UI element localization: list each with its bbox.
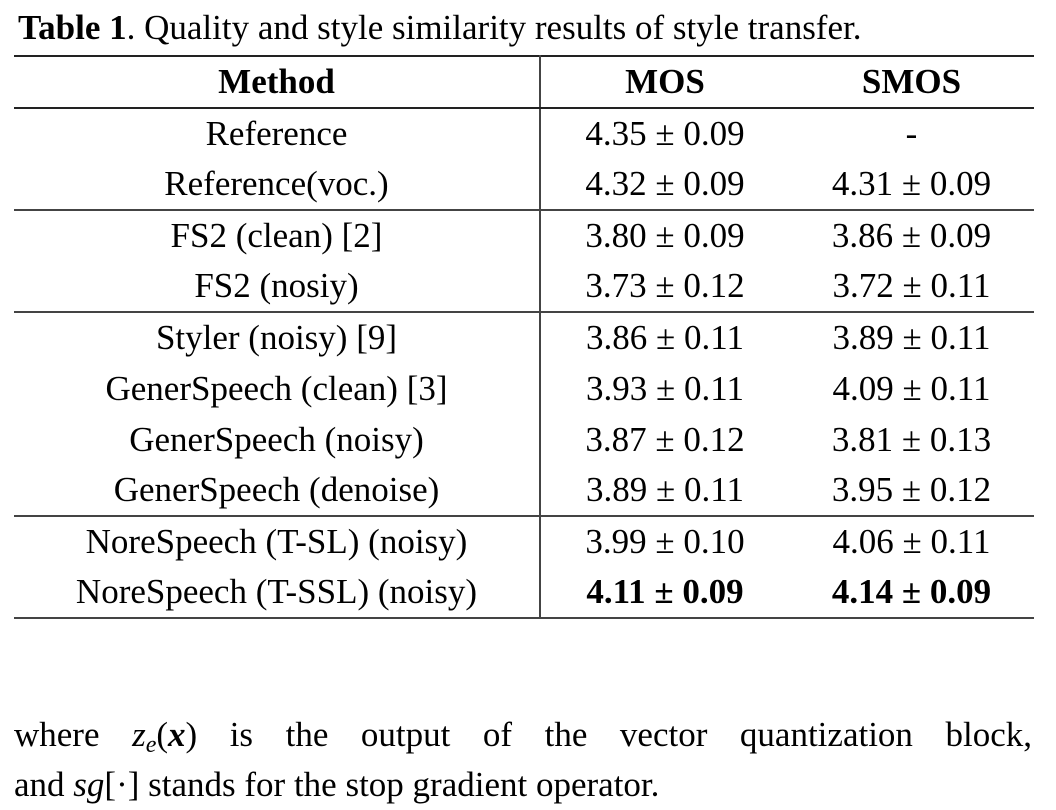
cell: 4.14 ± 0.09 — [831, 572, 992, 611]
caption-text: . Quality and style similarity results o… — [126, 8, 862, 47]
text: stands for the stop gradient operator. — [139, 765, 660, 804]
cell: Styler (noisy) [9] — [14, 312, 541, 363]
cell: 3.86 ± 0.11 — [586, 318, 744, 357]
math: ) — [185, 715, 198, 754]
row-group: FS2 (clean) [2] 3.80 ± 0.09 3.86 ± 0.09 FS2… — [14, 210, 1034, 312]
math: z — [132, 715, 146, 754]
cell: GenerSpeech (clean) [3] — [14, 363, 541, 414]
cell: 3.87 ± 0.12 — [585, 419, 745, 459]
cell: FS2 (clean) [2] — [14, 210, 541, 261]
header-cell: MOS — [540, 55, 789, 109]
math: x — [168, 715, 186, 754]
cell: 3.89 ± 0.11 — [586, 470, 744, 509]
table-caption: Table 1. Quality and style similarity re… — [18, 8, 861, 48]
math: sg — [73, 765, 105, 804]
row: GenerSpeech (noisy) 3.87 ± 0.12 3.81 ± 0.1… — [14, 414, 1034, 465]
row: NoreSpeech (T-SL) (noisy) 3.99 ± 0.10 4.06… — [14, 516, 1034, 567]
cell: NoreSpeech (T-SL) (noisy) — [14, 516, 541, 567]
row: Reference 4.35 ± 0.09 - — [14, 108, 1034, 159]
cell: 3.72 ± 0.11 — [832, 266, 991, 305]
row-group: Styler (noisy) [9] 3.86 ± 0.11 3.89 ± 0.11… — [14, 312, 1034, 516]
cell: 3.99 ± 0.10 — [585, 522, 745, 561]
math: ( — [156, 715, 168, 754]
cell: 3.80 ± 0.09 — [585, 216, 745, 255]
header-row: Method MOS SMOS — [14, 55, 1034, 109]
cell: NoreSpeech (T-SSL) (noisy) — [14, 567, 541, 618]
cell: GenerSpeech (denoise) — [14, 465, 541, 516]
row: GenerSpeech (clean) [3] 3.93 ± 0.11 4.09 ±… — [14, 363, 1034, 414]
caption-label: Table 1 — [18, 8, 127, 47]
cell: 4.06 ± 0.11 — [832, 522, 991, 561]
cell: Reference(voc.) — [14, 159, 541, 210]
header-cell: Method — [14, 55, 541, 109]
cell: 3.81 ± 0.13 — [831, 419, 992, 459]
paragraph-line: and sg[·] stands for the stop gradient o… — [14, 760, 1032, 810]
text: where — [14, 715, 133, 754]
header-cell: SMOS — [789, 55, 1034, 109]
row: Reference(voc.) 4.32 ± 0.09 4.31 ± 0.09 — [14, 159, 1034, 210]
results-table: Method MOS SMOS Reference 4.35 ± 0.09- Refer… — [14, 55, 1034, 619]
row: GenerSpeech (denoise) 3.89 ± 0.11 3.95 ± 0… — [14, 465, 1034, 516]
cell: Reference — [14, 108, 541, 159]
text: is the output of the vector quantization… — [197, 715, 1032, 754]
cell: 4.32 ± 0.09 — [585, 164, 745, 203]
cell: 3.89 ± 0.11 — [832, 318, 991, 357]
cell: 4.35 ± 0.09 — [585, 114, 745, 153]
row: NoreSpeech (T-SSL) (noisy) 4.11 ± 0.09 4.1… — [14, 567, 1034, 618]
table-header: Method MOS SMOS — [14, 55, 1034, 109]
cell: 4.09 ± 0.11 — [832, 368, 991, 408]
row: FS2 (nosiy) 3.73 ± 0.12 3.72 ± 0.11 — [14, 261, 1034, 312]
math: e — [145, 732, 157, 758]
cell: 3.73 ± 0.12 — [585, 266, 745, 305]
cell: 3.95 ± 0.12 — [831, 470, 992, 509]
paragraph-line: where ze(x) is the output of the vector … — [14, 710, 1032, 760]
cell: 3.93 ± 0.11 — [586, 368, 744, 408]
cell: GenerSpeech (noisy) — [14, 414, 541, 465]
cell: 3.86 ± 0.09 — [831, 216, 992, 255]
row: Styler (noisy) [9] 3.86 ± 0.11 3.89 ± 0.11 — [14, 312, 1034, 363]
cell: - — [905, 114, 918, 153]
cell: FS2 (nosiy) — [14, 261, 541, 312]
row: FS2 (clean) [2] 3.80 ± 0.09 3.86 ± 0.09 — [14, 210, 1034, 261]
math: [·] — [104, 765, 140, 804]
paragraph: where ze(x) is the output of the vector … — [14, 710, 1032, 810]
cell: 4.31 ± 0.09 — [831, 164, 992, 203]
row-group: Reference 4.35 ± 0.09 - Reference(voc.) 4.32… — [14, 108, 1034, 210]
cell: 4.11 ± 0.09 — [586, 572, 744, 611]
row-group: NoreSpeech (T-SL) (noisy) 3.99 ± 0.10 4.06… — [14, 516, 1034, 618]
text: and — [14, 765, 74, 804]
